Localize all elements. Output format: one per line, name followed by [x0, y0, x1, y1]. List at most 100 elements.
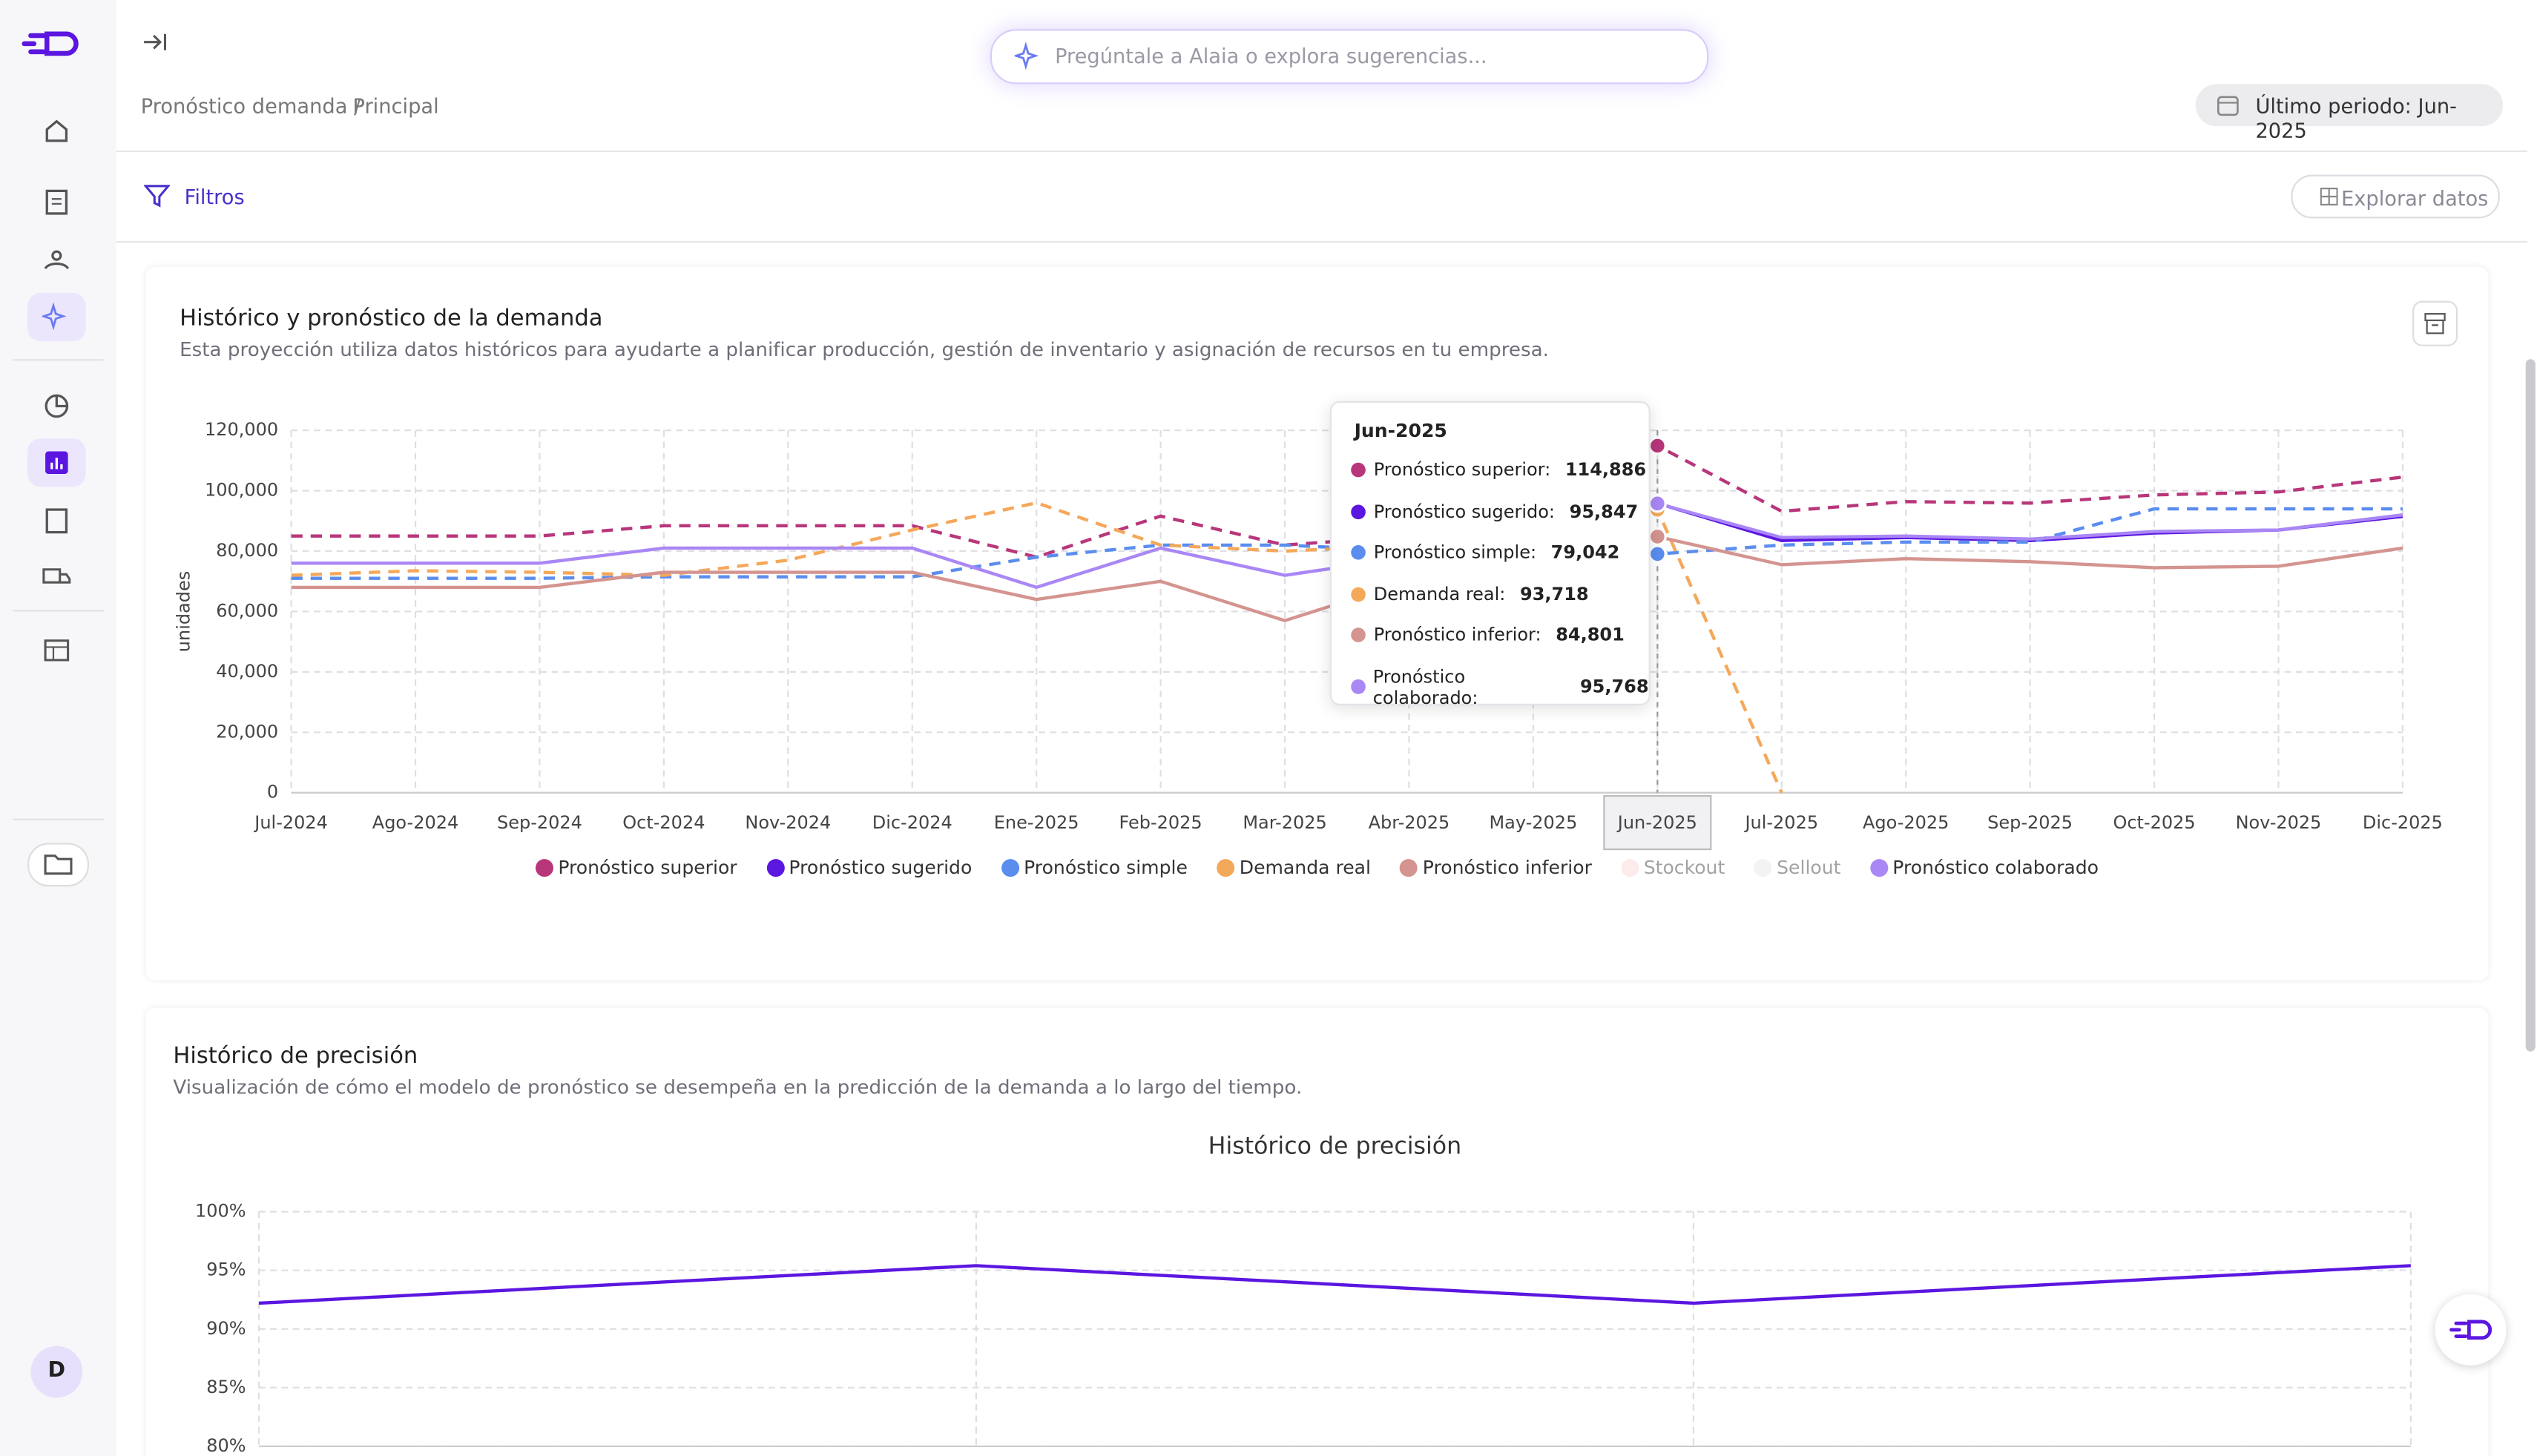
legend-item[interactable]: Pronóstico sugerido	[766, 855, 973, 879]
tooltip-label: Pronóstico sugerido:	[1373, 501, 1556, 522]
explore-button[interactable]: Explorar datos	[2291, 174, 2500, 219]
tooltip-label: Pronóstico colaborado:	[1372, 665, 1478, 708]
breadcrumb-link[interactable]: Pronóstico demanda /	[140, 93, 361, 119]
y-axis-label: unidades	[174, 571, 194, 652]
book-icon[interactable]	[27, 497, 86, 545]
x-tick-label: Feb-2025	[1119, 812, 1202, 833]
x-tick-label: Jun-2025	[1616, 812, 1697, 833]
assistant-button[interactable]	[2435, 1294, 2507, 1366]
legend-swatch	[535, 858, 553, 877]
legend: Pronóstico superior Pronóstico sugerido Pr…	[145, 855, 2488, 879]
tooltip-swatch	[1351, 462, 1366, 478]
collapse-icon[interactable]	[142, 30, 168, 53]
y-tick-label: 100,000	[205, 480, 278, 501]
tooltip-swatch	[1351, 586, 1366, 602]
x-tick-label: Nov-2025	[2236, 812, 2322, 833]
tooltip-value: 114,886	[1564, 459, 1647, 481]
tooltip-value: 93,718	[1520, 583, 1589, 605]
truck-icon[interactable]	[27, 553, 86, 602]
table-icon[interactable]	[27, 626, 86, 674]
hover-point	[1648, 527, 1667, 547]
y-tick-label: 90%	[206, 1318, 246, 1339]
users-icon[interactable]	[27, 236, 86, 284]
legend-swatch	[1754, 858, 1772, 877]
tooltip-value: 84,801	[1556, 624, 1625, 646]
report-icon[interactable]	[27, 178, 86, 226]
legend-label: Sellout	[1777, 855, 1841, 879]
x-tick-label: Mar-2025	[1243, 812, 1326, 833]
separator	[13, 610, 104, 612]
legend-swatch	[766, 858, 784, 877]
legend-label: Pronóstico superior	[558, 855, 737, 879]
tooltip-row: Pronóstico sugerido: 95,847	[1351, 501, 1638, 521]
search-bar[interactable]: Pregúntale a Alaia o explora sugerencias…	[990, 29, 1709, 85]
legend-label: Stockout	[1643, 855, 1725, 879]
x-tick-label: Ago-2025	[1863, 812, 1949, 833]
tooltip-label: Pronóstico superior:	[1373, 459, 1551, 481]
tooltip-value: 95,847	[1569, 501, 1639, 522]
x-tick-label: Ago-2024	[372, 812, 458, 833]
filters-button[interactable]: Filtros	[184, 184, 245, 209]
series-line	[258, 1264, 2411, 1305]
legend-swatch	[1869, 858, 1888, 877]
ai-icon[interactable]	[27, 292, 86, 342]
legend-label: Demanda real	[1239, 855, 1372, 879]
period-label: Último periodo: Jun-2025	[2255, 93, 2458, 142]
x-tick-label: Oct-2025	[2113, 812, 2195, 833]
tooltip-value: 95,768	[1579, 676, 1649, 698]
logo	[22, 31, 79, 56]
filter-icon	[144, 185, 171, 208]
divider	[116, 240, 2527, 243]
legend-item[interactable]: Stockout	[1621, 855, 1725, 879]
y-tick-label: 95%	[206, 1259, 246, 1280]
tooltip-label: Pronóstico simple:	[1373, 541, 1537, 564]
sidebar: D	[0, 0, 117, 1456]
legend-item[interactable]: Demanda real	[1217, 855, 1372, 879]
tooltip-row: Demanda real: 93,718	[1351, 583, 1589, 605]
x-tick-label: Dic-2025	[2363, 812, 2443, 833]
legend-swatch	[1217, 858, 1235, 877]
tooltip-row: Pronóstico colaborado: 95,768	[1351, 665, 1649, 708]
hover-point	[1648, 494, 1667, 513]
explore-label: Explorar datos	[2341, 185, 2489, 211]
tooltip-swatch	[1351, 545, 1366, 560]
x-tick-label: Jul-2025	[1743, 812, 1818, 833]
breadcrumb-current: Principal	[352, 93, 439, 119]
legend-swatch	[1621, 858, 1639, 877]
y-tick-label: 80%	[206, 1435, 246, 1456]
hover-point	[1648, 436, 1667, 455]
legend-swatch	[1001, 858, 1019, 877]
legend-label: Pronóstico sugerido	[789, 855, 973, 879]
legend-item[interactable]: Sellout	[1754, 855, 1841, 879]
period-button[interactable]: Último periodo: Jun-2025	[2195, 84, 2504, 142]
x-tick-label: Sep-2024	[497, 812, 582, 833]
y-tick-label: 120,000	[205, 419, 278, 440]
y-tick-label: 100%	[195, 1201, 246, 1222]
separator	[13, 359, 104, 361]
y-tick-label: 0	[267, 782, 278, 803]
legend-item[interactable]: Pronóstico colaborado	[1869, 856, 2099, 878]
home-icon[interactable]	[27, 107, 86, 155]
tooltip-row: Pronóstico simple: 79,042	[1351, 542, 1619, 563]
demand-card	[145, 266, 2489, 981]
avatar[interactable]: D	[30, 1345, 83, 1398]
legend-item[interactable]: Pronóstico inferior	[1400, 855, 1592, 879]
x-tick-label: Dic-2024	[872, 812, 952, 833]
chart-icon[interactable]	[27, 438, 86, 487]
x-tick-label: Oct-2024	[622, 812, 705, 833]
tooltip-swatch	[1351, 627, 1366, 642]
legend-swatch	[1400, 858, 1418, 877]
archive-button[interactable]	[2412, 300, 2458, 346]
tooltip-swatch	[1351, 504, 1366, 519]
folder-button[interactable]	[27, 843, 89, 887]
legend-item[interactable]: Pronóstico superior	[535, 855, 737, 879]
x-tick-label: Abr-2025	[1369, 812, 1450, 833]
legend-item[interactable]: Pronóstico simple	[1001, 856, 1188, 878]
pie-icon[interactable]	[27, 382, 86, 430]
scrollbar[interactable]	[2525, 359, 2536, 1052]
x-tick-label: Jul-2024	[253, 812, 328, 833]
card-title: Histórico y pronóstico de la demanda	[180, 306, 603, 332]
legend-label: Pronóstico inferior	[1422, 855, 1592, 879]
search-placeholder: Pregúntale a Alaia o explora sugerencias…	[1055, 43, 1487, 68]
